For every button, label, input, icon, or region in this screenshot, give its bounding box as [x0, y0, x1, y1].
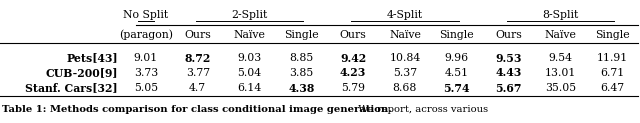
Text: 8.72: 8.72: [184, 53, 211, 63]
Text: 3.85: 3.85: [289, 68, 314, 78]
Text: CUB-200[9]: CUB-200[9]: [45, 68, 118, 78]
Text: Single: Single: [595, 30, 629, 40]
Text: 4-Split: 4-Split: [387, 10, 423, 20]
Text: 3.77: 3.77: [186, 68, 210, 78]
Text: We report, across various: We report, across various: [352, 106, 488, 115]
Text: 9.03: 9.03: [237, 53, 262, 63]
Text: 5.79: 5.79: [341, 83, 365, 93]
Text: 4.43: 4.43: [495, 68, 522, 78]
Text: 4.38: 4.38: [288, 83, 314, 93]
Text: 4.7: 4.7: [189, 83, 206, 93]
Text: 6.14: 6.14: [237, 83, 262, 93]
Text: 11.91: 11.91: [596, 53, 628, 63]
Text: Ours: Ours: [495, 30, 522, 40]
Text: 5.67: 5.67: [495, 83, 522, 93]
Text: Table 1: Methods comparison for class conditional image generation.: Table 1: Methods comparison for class co…: [2, 106, 392, 115]
Text: 8.68: 8.68: [393, 83, 417, 93]
Text: Naïve: Naïve: [389, 30, 421, 40]
Text: 5.05: 5.05: [134, 83, 158, 93]
Text: 10.84: 10.84: [389, 53, 420, 63]
Text: 9.01: 9.01: [134, 53, 158, 63]
Text: 4.23: 4.23: [340, 68, 366, 78]
Text: 9.54: 9.54: [548, 53, 572, 63]
Text: 3.73: 3.73: [134, 68, 158, 78]
Text: 6.71: 6.71: [600, 68, 624, 78]
Text: 8.85: 8.85: [289, 53, 314, 63]
Text: Single: Single: [440, 30, 474, 40]
Text: 6.47: 6.47: [600, 83, 624, 93]
Text: Ours: Ours: [340, 30, 367, 40]
Text: Pets[43]: Pets[43]: [67, 53, 118, 63]
Text: 4.51: 4.51: [445, 68, 468, 78]
Text: 5.04: 5.04: [237, 68, 262, 78]
Text: 35.05: 35.05: [545, 83, 576, 93]
Text: Naïve: Naïve: [234, 30, 266, 40]
Text: (paragon): (paragon): [119, 30, 173, 40]
Text: 9.42: 9.42: [340, 53, 366, 63]
Text: 5.74: 5.74: [444, 83, 470, 93]
Text: Single: Single: [284, 30, 319, 40]
Text: 2-Split: 2-Split: [232, 10, 268, 20]
Text: 9.96: 9.96: [445, 53, 468, 63]
Text: Naïve: Naïve: [545, 30, 576, 40]
Text: 13.01: 13.01: [545, 68, 576, 78]
Text: Ours: Ours: [184, 30, 211, 40]
Text: 8-Split: 8-Split: [542, 10, 579, 20]
Text: 9.53: 9.53: [495, 53, 522, 63]
Text: Stanf. Cars[32]: Stanf. Cars[32]: [26, 83, 118, 93]
Text: No Split: No Split: [124, 10, 168, 20]
Text: 5.37: 5.37: [393, 68, 417, 78]
